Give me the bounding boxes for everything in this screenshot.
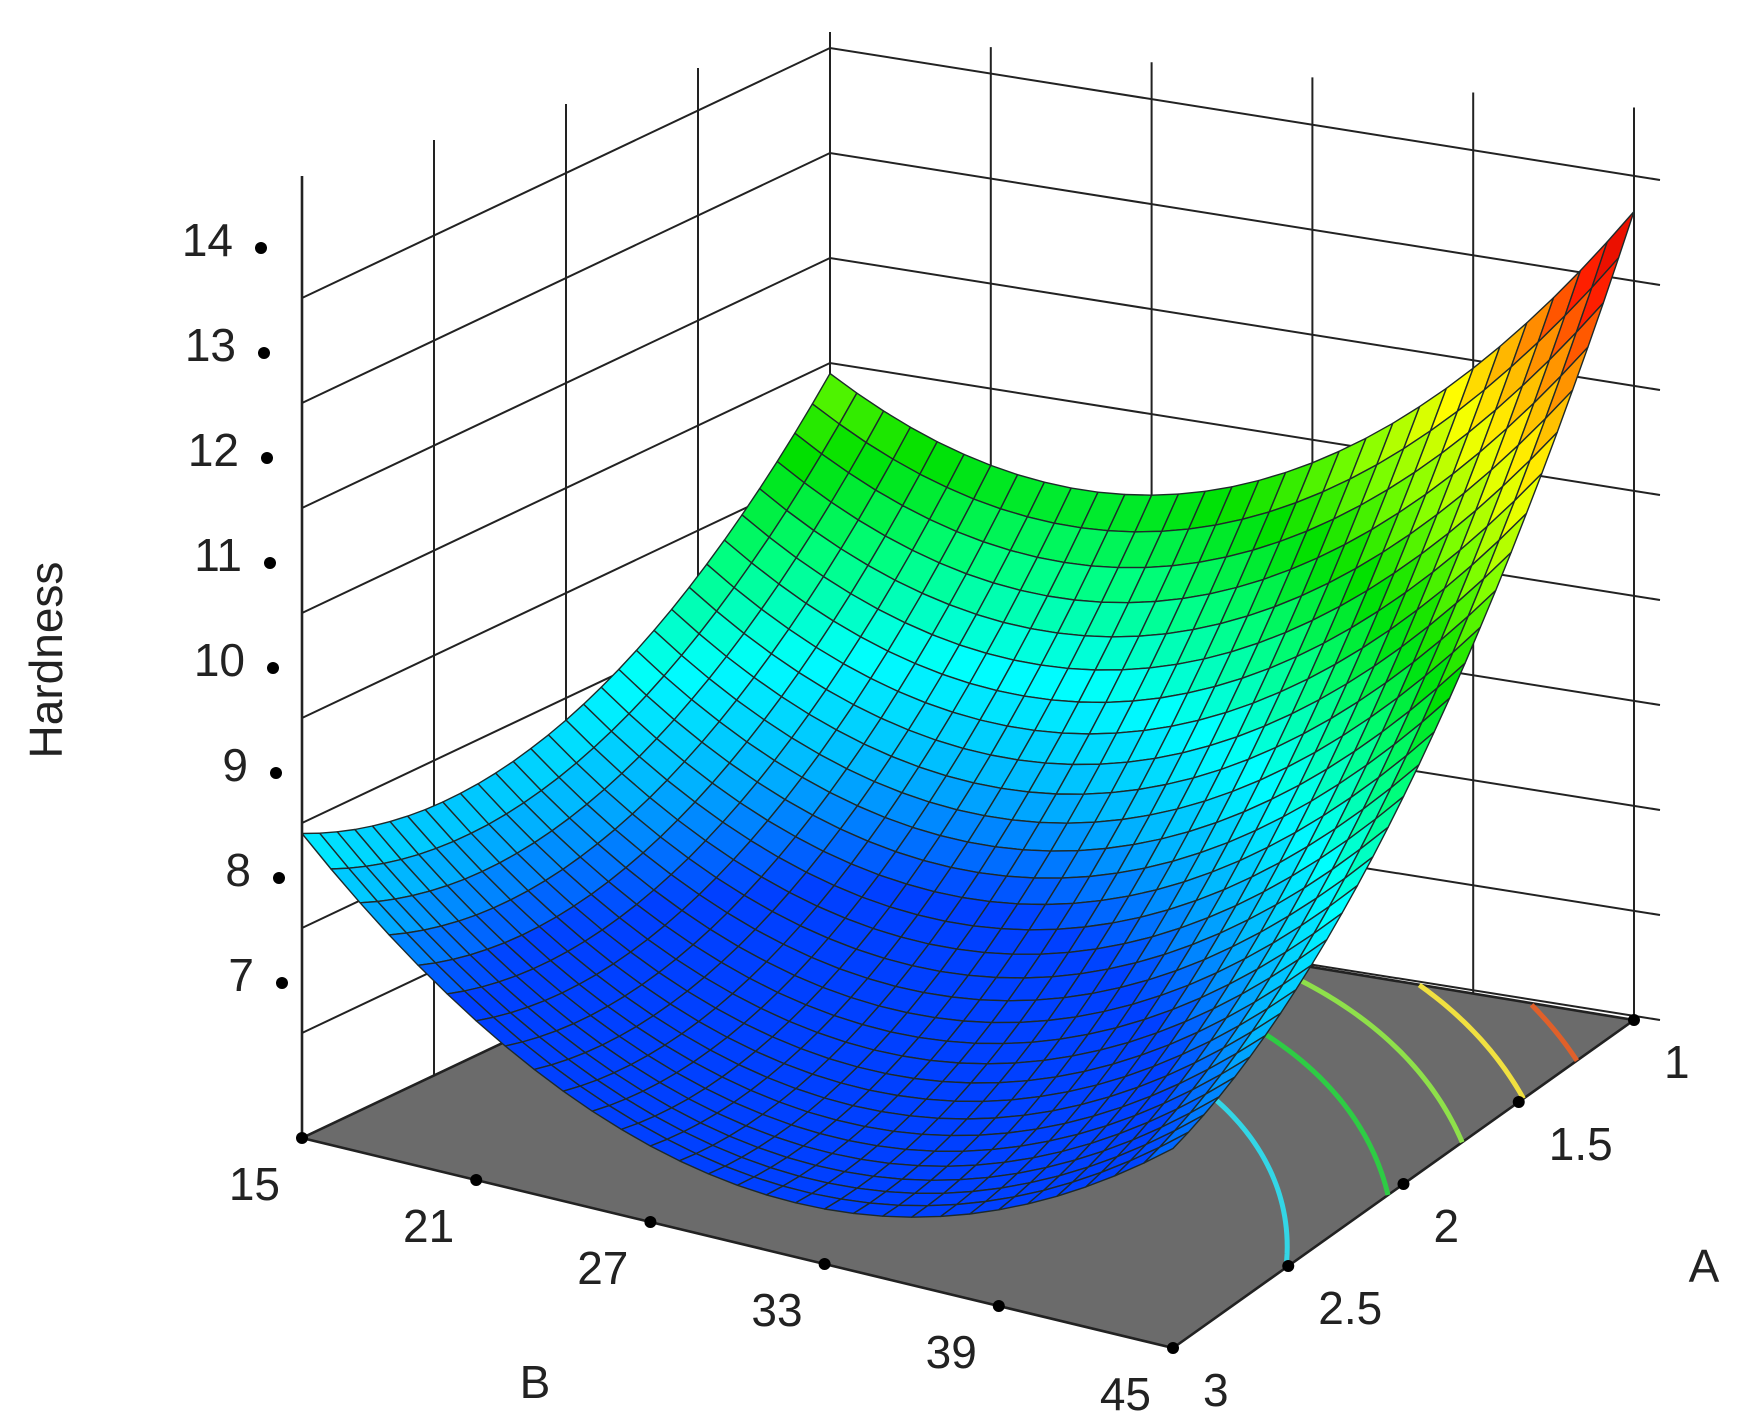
z-tick-dot — [273, 872, 285, 884]
y-tick-dot — [818, 1258, 831, 1270]
z-tick-dot — [255, 242, 267, 254]
y-tick-dot — [296, 1132, 308, 1144]
x-tick-label: 1 — [1664, 1036, 1690, 1088]
back-grid-line — [301, 151, 1661, 404]
z-tick-dot — [270, 767, 282, 779]
z-tick-dot — [258, 347, 270, 359]
x-tick-dot — [1282, 1260, 1295, 1272]
z-tick-label: 8 — [225, 844, 251, 896]
contour-line — [1529, 1003, 1579, 1063]
z-tick-label: 7 — [228, 949, 254, 1001]
y-tick-label: 33 — [751, 1284, 802, 1336]
z-tick-label: 9 — [222, 739, 248, 791]
y-tick-dot — [1167, 1342, 1179, 1354]
axis-ticks: 7 8 9 10 11 12 13 14 1 1.5 2 2.5 3 15 21 27 33 39 45 — [182, 214, 1690, 1420]
x-tick-dot — [1397, 1178, 1410, 1190]
surface-patch — [1143, 1131, 1190, 1164]
x-tick-label: 3 — [1203, 1364, 1229, 1416]
back-grid-line — [301, 46, 1661, 299]
x-tick-dot — [1512, 1096, 1525, 1108]
z-tick-label: 11 — [194, 529, 242, 581]
y-tick-label: 15 — [229, 1158, 280, 1210]
y-tick-dot — [644, 1216, 657, 1228]
z-tick-dot — [261, 452, 273, 464]
z-tick-dot — [276, 977, 288, 989]
y-tick-label: 21 — [403, 1200, 454, 1252]
y-tick-label: 45 — [1100, 1368, 1151, 1420]
y-tick-dot — [470, 1174, 483, 1186]
z-tick-label: 10 — [194, 634, 245, 686]
response-surface — [301, 210, 1635, 1218]
y-tick-label: 39 — [926, 1326, 977, 1378]
y-tick-label: 27 — [577, 1242, 628, 1294]
contour-line — [1417, 982, 1526, 1100]
y-tick-dot — [992, 1300, 1005, 1312]
x-tick-dot — [1628, 1014, 1640, 1026]
y-axis-title: B — [520, 1356, 551, 1408]
x-tick-label: 1.5 — [1549, 1118, 1613, 1170]
x-tick-label: 2 — [1434, 1200, 1460, 1252]
x-axis-title: A — [1689, 1240, 1720, 1292]
z-tick-dot — [264, 557, 276, 569]
z-axis-title: Hardness — [20, 562, 72, 759]
z-tick-label: 12 — [188, 424, 239, 476]
z-tick-label: 14 — [182, 214, 233, 266]
z-tick-dot — [267, 662, 279, 674]
x-tick-label: 2.5 — [1318, 1282, 1382, 1334]
z-tick-label: 13 — [185, 319, 236, 371]
